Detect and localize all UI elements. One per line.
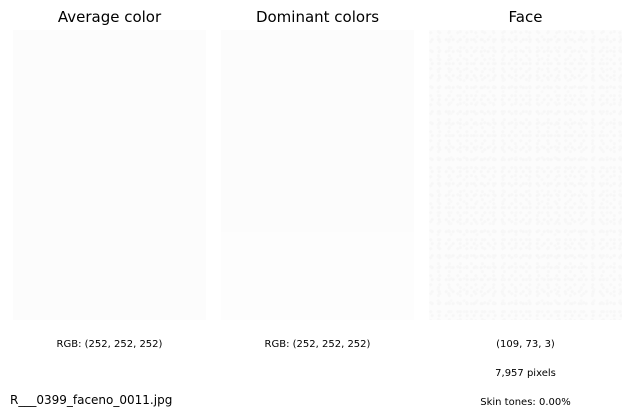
dominant-colors-panel: Dominant colors RGB: (252, 252, 252): [221, 0, 414, 418]
average-color-rgb: RGB: (252, 252, 252): [56, 339, 163, 350]
face-title: Face: [508, 8, 543, 26]
average-color-title: Average color: [57, 8, 162, 26]
dominant-colors-title: Dominant colors: [255, 8, 380, 26]
average-color-panel: Average color RGB: (252, 252, 252): [13, 0, 206, 418]
dominant-color-2: [221, 232, 414, 320]
dominant-color-1: [221, 30, 414, 232]
face-image: [429, 30, 622, 320]
average-color-swatch: [13, 30, 206, 320]
filename-label: R___0399_faceno_0011.jpg: [10, 393, 173, 407]
face-pixel-count: 7,957 pixels: [495, 368, 556, 379]
dominant-colors-swatch: [221, 30, 414, 320]
face-skin-tones: Skin tones: 0.00%: [480, 397, 571, 408]
face-panel: Face (109, 73, 3) 7,957 pixels Skin tone…: [429, 0, 622, 418]
dominant-colors-rgb: RGB: (252, 252, 252): [264, 339, 371, 350]
face-rgb: (109, 73, 3): [496, 339, 555, 350]
